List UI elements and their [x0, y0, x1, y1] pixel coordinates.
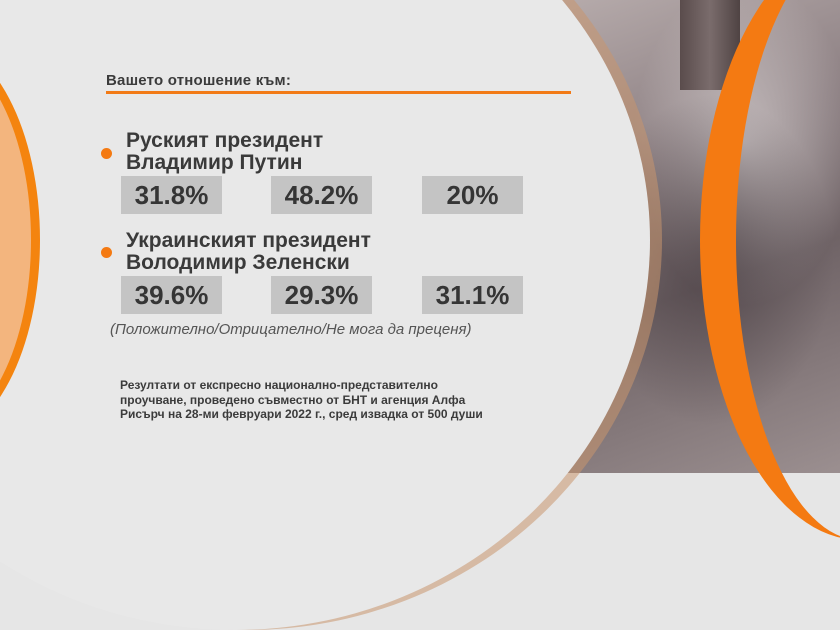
value-negative: 29.3%	[271, 276, 372, 314]
answer-legend: (Положително/Отрицателно/Не мога да прец…	[110, 321, 472, 338]
bullet-icon	[101, 247, 112, 258]
note-line: Резултати от експресно национално-предст…	[120, 378, 439, 392]
value-undecided: 20%	[422, 176, 523, 214]
subject-line1: Руският президент	[126, 129, 324, 152]
survey-content: Вашето отношение към: Руският президент …	[101, 72, 580, 422]
value-undecided: 31.1%	[422, 276, 523, 314]
note-line: проучване, проведено съвместно от БНТ и …	[120, 392, 466, 407]
value-positive: 39.6%	[121, 276, 222, 314]
header-underline	[106, 91, 571, 94]
question-title: Вашето отношение към:	[106, 72, 292, 89]
subject-putin: Руският президент Владимир Путин	[126, 130, 323, 174]
subject-line2: Владимир Путин	[126, 151, 303, 174]
note-line: Рисърч на 28-ми февруари 2022 г., сред и…	[120, 407, 483, 421]
subject-line1: Украинският президент	[126, 229, 371, 252]
subject-zelensky: Украинският президент Володимир Зеленски	[126, 230, 371, 274]
methodology-note: Резултати от експресно национално-предст…	[120, 378, 580, 422]
value-negative: 48.2%	[271, 176, 372, 214]
subject-line2: Володимир Зеленски	[126, 251, 350, 274]
bullet-icon	[101, 148, 112, 159]
value-positive: 31.8%	[121, 176, 222, 214]
